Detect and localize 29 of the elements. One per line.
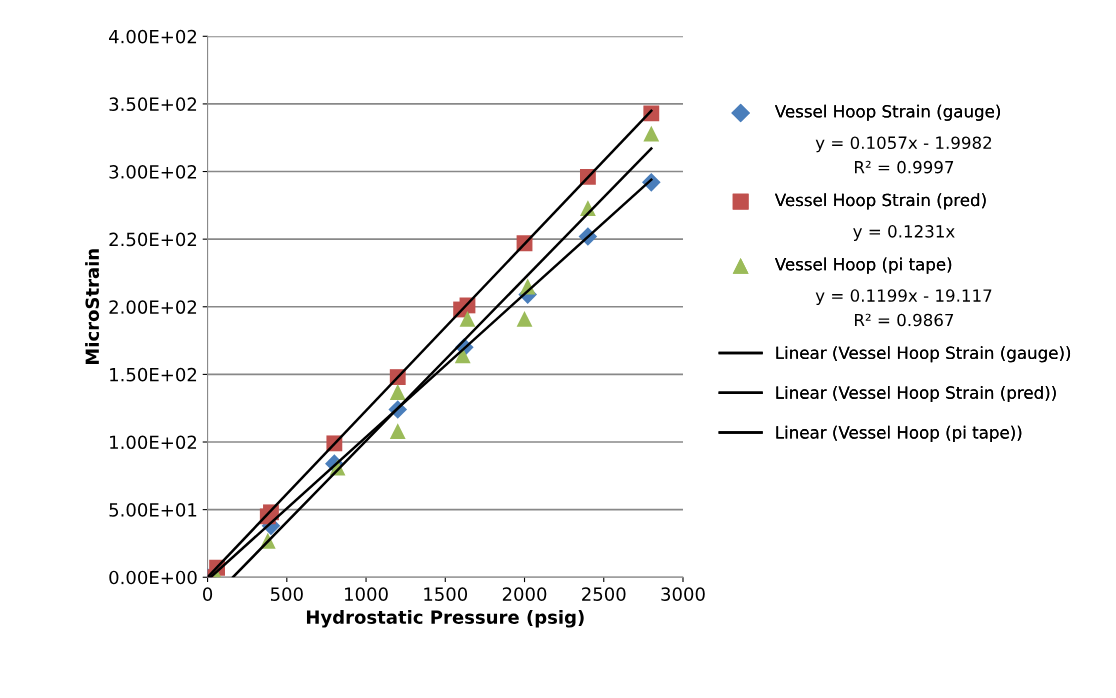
text: y = 0.1057x - 1.9982 — [815, 136, 992, 153]
x-tick-label: 3000 — [661, 587, 705, 601]
x-tick-label: 2500 — [582, 587, 626, 601]
legend-label: Linear (Vessel Hoop Strain (gauge)) — [776, 346, 1071, 363]
y-tick-label: 2.50E+02 — [109, 232, 197, 247]
x-tick-label: 1500 — [424, 587, 468, 601]
text: y = 0.1199x - 19.117 — [815, 289, 992, 306]
x-axis-title: Hydrostatic Pressure (psig) — [306, 610, 584, 628]
y-tick-label: 3.00E+02 — [109, 164, 197, 179]
x-tick-label: 2000 — [502, 587, 547, 601]
x-tick-label: 0 — [203, 587, 213, 601]
y-tick-label: 1.50E+02 — [110, 367, 197, 382]
y-tick-label: 2.00E+02 — [109, 300, 197, 314]
y-tick-label: 0.00E+00 — [109, 570, 197, 585]
y-tick-label: 1.00E+02 — [110, 435, 197, 450]
legend-label: Vessel Hoop (pi tape) — [774, 257, 952, 274]
x-tick-label: 500 — [270, 587, 303, 601]
text: y = 0.1231x — [853, 225, 955, 241]
legend-label: Linear (Vessel Hoop (pi tape)) — [776, 425, 1022, 442]
text: R² = 0.9867 — [855, 313, 954, 327]
y-tick-label: 4.00E+02 — [109, 29, 197, 44]
legend-label: Vessel Hoop Strain (gauge) — [774, 104, 1000, 121]
y-tick-label: 5.00E+01 — [109, 503, 197, 517]
legend-label: Vessel Hoop Strain (pred) — [774, 193, 986, 210]
x-tick-label: 1000 — [345, 587, 388, 601]
text: R² = 0.9997 — [855, 160, 954, 174]
y-axis-title: MicroStrain — [85, 249, 100, 365]
legend-label: Linear (Vessel Hoop Strain (pred)) — [776, 385, 1056, 403]
y-tick-label: 3.50E+02 — [109, 97, 197, 112]
